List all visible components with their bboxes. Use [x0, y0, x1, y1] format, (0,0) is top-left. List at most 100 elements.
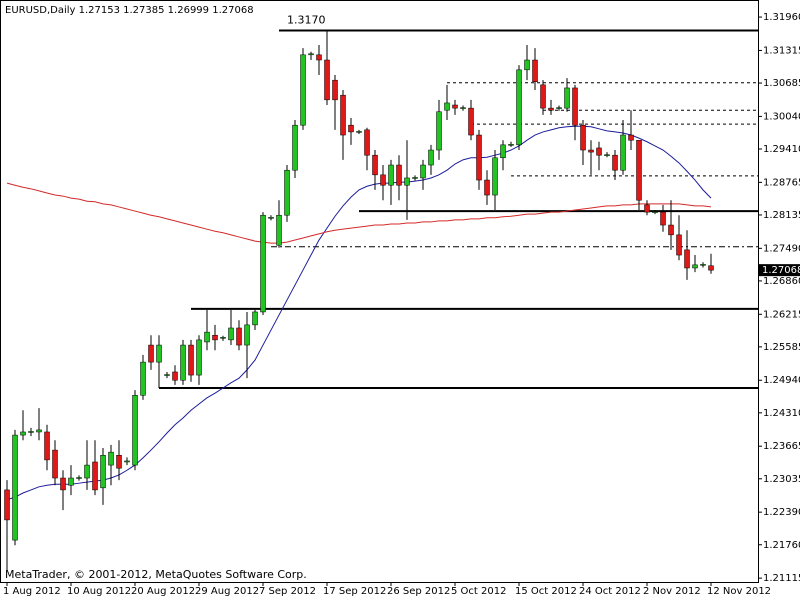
candle-body: [588, 149, 594, 153]
candle-body: [180, 344, 186, 381]
candle-body: [268, 217, 274, 219]
y-tick-label: 1.23665: [763, 441, 800, 452]
candle-body: [12, 434, 18, 541]
level-label: 1.3170: [287, 14, 326, 27]
y-tick-label: 1.28135: [763, 210, 800, 221]
candle-body: [156, 344, 162, 363]
candle-body: [620, 134, 626, 171]
y-tick-label: 1.26215: [763, 309, 800, 320]
candle-body: [196, 339, 202, 376]
candle-body: [204, 331, 210, 343]
candle-body: [388, 164, 394, 186]
candle-body: [580, 124, 586, 151]
candle-body: [124, 460, 130, 463]
candle-body: [452, 104, 458, 109]
candle-body: [92, 461, 98, 491]
candle-body: [276, 214, 282, 246]
candle-body: [404, 177, 410, 186]
moving-average: [6, 182, 712, 244]
candle-body: [36, 429, 42, 433]
candle-body: [380, 174, 386, 186]
candle-body: [612, 154, 618, 171]
y-tick-label: 1.26860: [763, 276, 800, 287]
candle-body: [348, 124, 354, 133]
candle-body: [364, 129, 370, 156]
candle-body: [676, 234, 682, 256]
candle-body: [556, 107, 562, 109]
x-tick-label: 29 Aug 2012: [195, 586, 259, 597]
y-tick-label: 1.22390: [763, 507, 800, 518]
candle-body: [100, 455, 106, 489]
candle-body: [700, 264, 706, 266]
candle-body: [636, 139, 642, 201]
candle-body: [644, 204, 650, 213]
candle-body: [324, 59, 330, 101]
candle-body: [60, 477, 66, 491]
candle-body: [148, 344, 154, 363]
candle-body: [28, 431, 34, 433]
candle-body: [260, 214, 266, 313]
candle-body: [548, 107, 554, 111]
candle-body: [444, 102, 450, 111]
candle-body: [428, 149, 434, 166]
y-tick-label: 1.23035: [763, 474, 800, 485]
x-tick-label: 24 Oct 2012: [579, 586, 641, 597]
candle-body: [532, 59, 538, 82]
y-tick-label: 1.21115: [763, 573, 800, 584]
y-tick-label: 1.27490: [763, 243, 800, 254]
candle-body: [164, 374, 170, 376]
plot-frame: [0, 0, 759, 583]
chart-title: EURUSD,Daily 1.27153 1.27385 1.26999 1.2…: [5, 5, 254, 16]
candle-body: [316, 54, 322, 61]
candle-body: [252, 311, 258, 326]
y-tick-label: 1.31960: [763, 12, 800, 23]
candle-body: [660, 211, 666, 226]
candle-body: [460, 107, 466, 109]
candle-body: [476, 134, 482, 181]
y-tick-label: 1.24940: [763, 375, 800, 386]
candle-body: [516, 69, 522, 146]
candle-body: [20, 431, 26, 436]
candle-body: [76, 477, 82, 479]
x-tick-label: 26 Sep 2012: [387, 586, 450, 597]
candle-body: [468, 107, 474, 136]
y-tick-label: 1.21760: [763, 540, 800, 551]
x-tick-label: 20 Aug 2012: [131, 586, 195, 597]
y-tick-label: 1.28765: [763, 177, 800, 188]
candle-body: [300, 54, 306, 126]
moving-average: [6, 125, 712, 501]
candle-body: [84, 464, 90, 479]
watermark: MetaTrader, © 2001-2012, MetaQuotes Soft…: [5, 568, 307, 581]
candle-body: [236, 327, 242, 346]
candle-body: [492, 157, 498, 196]
candle-body: [692, 264, 698, 269]
candle-body: [44, 431, 50, 461]
candle-body: [52, 449, 58, 479]
candle-body: [564, 87, 570, 109]
x-tick-label: 2 Nov 2012: [643, 586, 701, 597]
candle-body: [420, 164, 426, 179]
x-tick-label: 10 Aug 2012: [67, 586, 131, 597]
candle-body: [524, 59, 530, 71]
candle-body: [212, 334, 218, 341]
candle-body: [596, 147, 602, 156]
candle-body: [68, 477, 74, 486]
x-tick-label: 12 Nov 2012: [707, 586, 771, 597]
y-tick-label: 1.30685: [763, 78, 800, 89]
candle-body: [340, 94, 346, 136]
candle-body: [412, 177, 418, 179]
candle-body: [356, 131, 362, 133]
candle-body: [228, 327, 234, 341]
candle-body: [172, 371, 178, 381]
price-label: 1.27068: [762, 265, 800, 276]
candle-body: [140, 361, 146, 396]
candle-body: [572, 87, 578, 126]
candle-body: [116, 455, 122, 469]
candle-body: [500, 144, 506, 159]
candle-body: [668, 224, 674, 236]
candle-body: [652, 211, 658, 213]
x-tick-label: 7 Sep 2012: [259, 586, 316, 597]
candle-body: [708, 265, 714, 271]
y-tick-label: 1.24310: [763, 408, 800, 419]
